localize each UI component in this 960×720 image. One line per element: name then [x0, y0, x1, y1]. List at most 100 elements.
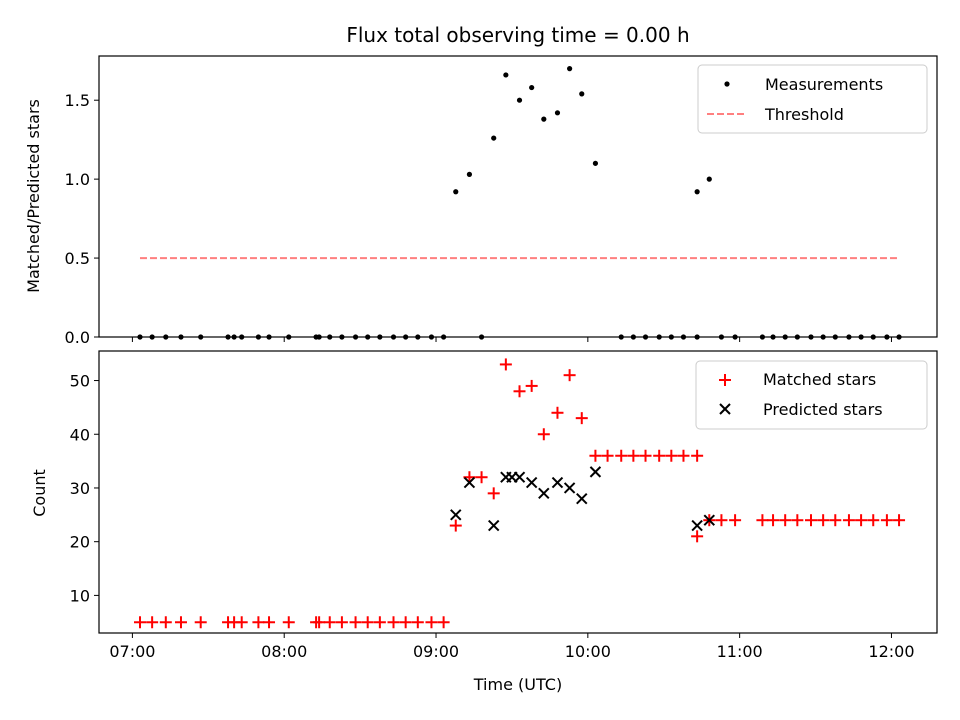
matched-stars-point	[855, 514, 868, 527]
matched-stars-point	[601, 449, 614, 462]
ytick-label: 1.0	[65, 170, 90, 189]
measurement-point	[694, 189, 700, 195]
measurement-point	[706, 176, 712, 182]
ytick-label: 0.5	[65, 249, 90, 268]
measurement-point	[567, 66, 573, 72]
matched-stars-point	[791, 514, 804, 527]
bottom-legend-predicted-label: Predicted stars	[763, 400, 883, 419]
matched-stars-point	[563, 369, 576, 382]
matched-stars-point	[373, 616, 386, 629]
bottom-panel: 10 20 30 40 50 07:00 08:00 09:00 10:00 11:00 12:00…	[30, 350, 938, 661]
predicted-stars-point	[703, 514, 715, 526]
predicted-stars-point	[525, 476, 538, 489]
ytick-label: 20	[70, 533, 90, 552]
matched-stars-point	[361, 616, 374, 629]
bottom-legend-matched-marker	[719, 374, 731, 386]
matched-stars-point	[589, 449, 602, 462]
matched-stars-point	[767, 514, 780, 527]
bottom-panel-ticks: 10 20 30 40 50 07:00 08:00 09:00 10:00 11:00 12:00	[70, 372, 915, 661]
xtick-label: 12:00	[868, 642, 914, 661]
matched-stars-point	[313, 616, 326, 629]
predicted-stars-point	[576, 493, 588, 505]
measurement-point	[529, 84, 535, 91]
matched-stars-point	[779, 514, 792, 527]
matched-stars-point	[880, 514, 893, 527]
matched-stars-point	[323, 616, 336, 629]
bottom-panel-series	[133, 358, 906, 629]
measurement-point	[466, 171, 473, 177]
ytick-label: 30	[70, 479, 90, 498]
predicted-stars-point	[589, 466, 602, 478]
top-panel: 0.0 0.5 1.0 1.5 Matched/Predicted stars Mea…	[24, 55, 938, 347]
measurement-point	[592, 160, 599, 166]
top-panel-legend: Measurements Threshold	[697, 64, 928, 134]
matched-stars-point	[159, 616, 172, 629]
matched-stars-point	[691, 449, 704, 462]
matched-stars-point	[235, 616, 248, 629]
top-panel-frame	[98, 55, 938, 338]
matched-stars-point	[133, 616, 146, 629]
measurement-point	[516, 97, 523, 103]
predicted-stars-point	[551, 476, 564, 489]
xtick-label: 08:00	[261, 642, 307, 661]
predicted-stars-point	[691, 519, 703, 532]
predicted-stars-point	[488, 519, 500, 532]
top-legend-measurements-marker	[724, 81, 730, 87]
matched-stars-point	[842, 514, 855, 527]
measurement-point	[491, 135, 497, 141]
matched-stars-point	[639, 449, 652, 462]
chart-title: Flux total observing time = 0.00 h	[346, 23, 689, 47]
bottom-legend-matched-label: Matched stars	[763, 370, 876, 389]
matched-stars-point	[194, 616, 207, 629]
measurement-point	[453, 189, 459, 195]
matched-stars-point	[691, 530, 704, 543]
matched-stars-point	[252, 616, 265, 629]
matched-stars-point	[146, 616, 159, 629]
matched-stars-point	[487, 487, 500, 500]
bottom-legend-box	[695, 360, 928, 430]
measurement-point	[503, 72, 509, 78]
matched-stars-point	[665, 449, 678, 462]
top-legend-measurements-label: Measurements	[765, 75, 883, 94]
measurement-point	[541, 116, 547, 122]
matched-stars-point	[263, 616, 276, 629]
matched-stars-point	[437, 616, 450, 629]
measurement-point	[554, 110, 561, 116]
bottom-panel-ylabel: Count	[30, 469, 49, 517]
ytick-label: 1.5	[65, 91, 90, 110]
matched-stars-point	[575, 412, 588, 425]
predicted-stars-point	[563, 482, 576, 494]
top-legend-box	[697, 64, 928, 134]
ytick-label: 40	[70, 425, 90, 444]
matched-stars-point	[425, 616, 438, 629]
ytick-label: 50	[70, 372, 90, 391]
predicted-stars-point	[463, 476, 476, 489]
matched-stars-point	[653, 449, 666, 462]
ytick-label: 10	[70, 586, 90, 605]
top-panel-ticks: 0.0 0.5 1.0 1.5	[65, 91, 892, 347]
matched-stars-point	[174, 616, 187, 629]
matched-stars-point	[829, 514, 842, 527]
xtick-label: 07:00	[109, 642, 155, 661]
ytick-label: 0.0	[65, 328, 90, 347]
matched-stars-point	[893, 514, 906, 527]
matched-stars-point	[513, 385, 526, 398]
predicted-stars-point	[538, 487, 550, 500]
matched-stars-point	[627, 449, 640, 462]
matched-stars-point	[499, 358, 512, 371]
matched-stars-point	[475, 471, 488, 484]
matched-stars-point	[387, 616, 400, 629]
x-axis-label: Time (UTC)	[473, 675, 562, 694]
matched-stars-point	[282, 616, 295, 629]
matched-stars-point	[349, 616, 362, 629]
bottom-panel-frame	[98, 350, 938, 634]
matched-stars-point	[551, 406, 564, 419]
matched-stars-point	[411, 616, 424, 629]
matched-stars-point	[804, 514, 817, 527]
xtick-label: 10:00	[565, 642, 611, 661]
top-panel-ylabel: Matched/Predicted stars	[24, 99, 43, 293]
bottom-legend-predicted-marker	[719, 403, 731, 415]
matched-stars-point	[715, 514, 728, 527]
xtick-label: 09:00	[413, 642, 459, 661]
